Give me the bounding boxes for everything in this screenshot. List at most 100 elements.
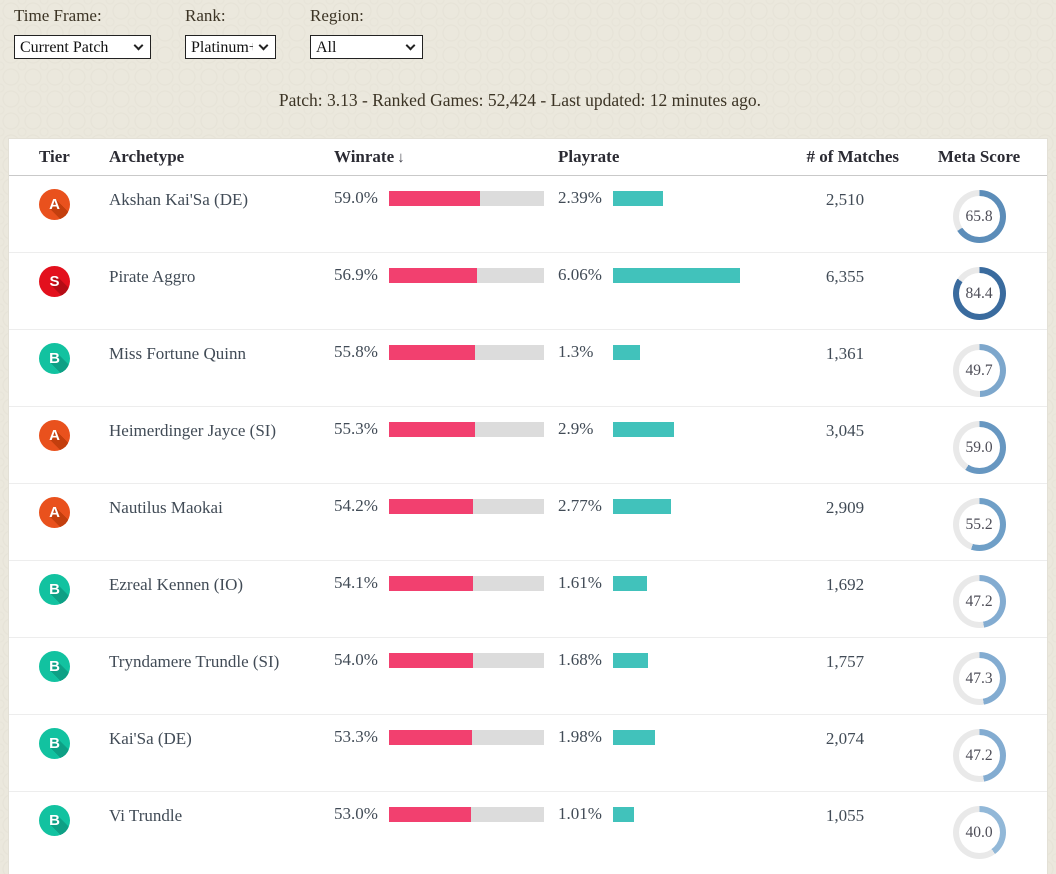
time-frame-select[interactable]: Current Patch [14,35,151,59]
archetype-name[interactable]: Kai'Sa (DE) [109,729,192,748]
matches-value: 2,510 [825,190,865,209]
winrate-bar [389,421,544,437]
tier-badge: B [39,343,70,374]
playrate-value: 1.01% [558,804,602,823]
winrate-value: 53.3% [334,727,378,746]
playrate-cell: 6.06% [558,265,791,285]
tier-badge: S [39,266,70,297]
winrate-cell: 54.2% [334,496,558,516]
tier-badge: B [39,728,70,759]
meta-score-cell: 65.8 [899,188,1025,243]
column-header-matches[interactable]: # of Matches [806,147,899,166]
meta-score-ring: 65.8 [952,190,1006,243]
table-row[interactable]: B Tryndamere Trundle (SI) 54.0% 1.68% 1,… [9,638,1047,715]
matches-value: 1,361 [825,344,865,363]
table-row[interactable]: A Nautilus Maokai 54.2% 2.77% 2,909 55.2 [9,484,1047,561]
tier-badge: B [39,651,70,682]
playrate-cell: 1.3% [558,342,791,362]
meta-score-ring: 47.2 [952,575,1006,628]
winrate-value: 54.0% [334,650,378,669]
meta-tier-table: Tier Archetype Winrate ↓ Playrate # of Ma… [8,138,1048,874]
winrate-bar [389,190,544,206]
playrate-value: 6.06% [558,265,602,284]
table-body: A Akshan Kai'Sa (DE) 59.0% 2.39% 2,510 6… [9,176,1047,869]
archetype-name[interactable]: Miss Fortune Quinn [109,344,246,363]
winrate-bar-fill [389,806,472,822]
archetype-name[interactable]: Pirate Aggro [109,267,196,286]
meta-score-cell: 55.2 [899,496,1025,551]
meta-score-value: 47.3 [958,658,1000,699]
archetype-name[interactable]: Vi Trundle [109,806,183,825]
winrate-value: 54.1% [334,573,378,592]
winrate-value: 55.3% [334,419,378,438]
playrate-bar-fill [613,729,655,745]
archetype-name[interactable]: Heimerdinger Jayce (SI) [109,421,277,440]
winrate-value: 53.0% [334,804,378,823]
playrate-cell: 2.39% [558,188,791,208]
winrate-cell: 53.0% [334,804,558,824]
rank-select[interactable]: Platinum+ [185,35,276,59]
meta-score-value: 55.2 [958,504,1000,545]
meta-score-ring: 84.4 [952,267,1006,320]
patch-status-line: Patch: 3.13 - Ranked Games: 52,424 - Las… [278,90,762,110]
archetype-name[interactable]: Ezreal Kennen (IO) [109,575,244,594]
region-label: Region: [310,6,364,25]
meta-score-value: 47.2 [958,581,1000,622]
tier-badge: B [39,805,70,836]
column-header-archetype[interactable]: Archetype [109,147,185,166]
winrate-value: 56.9% [334,265,378,284]
archetype-name[interactable]: Tryndamere Trundle (SI) [109,652,280,671]
table-row[interactable]: B Miss Fortune Quinn 55.8% 1.3% 1,361 49… [9,330,1047,407]
meta-score-value: 47.2 [958,735,1000,776]
table-row[interactable]: A Akshan Kai'Sa (DE) 59.0% 2.39% 2,510 6… [9,176,1047,253]
table-row[interactable]: B Ezreal Kennen (IO) 54.1% 1.61% 1,692 4… [9,561,1047,638]
winrate-bar-fill [389,729,472,745]
table-row[interactable]: B Vi Trundle 53.0% 1.01% 1,055 40.0 [9,792,1047,869]
playrate-value: 2.9% [558,419,594,438]
playrate-value: 1.68% [558,650,602,669]
winrate-bar [389,498,544,514]
winrate-cell: 53.3% [334,727,558,747]
winrate-value: 55.8% [334,342,378,361]
sort-descending-icon: ↓ [397,150,405,166]
winrate-cell: 56.9% [334,265,558,285]
table-row[interactable]: B Kai'Sa (DE) 53.3% 1.98% 2,074 47.2 [9,715,1047,792]
playrate-value: 1.3% [558,342,594,361]
table-row[interactable]: A Heimerdinger Jayce (SI) 55.3% 2.9% 3,0… [9,407,1047,484]
column-header-tier[interactable]: Tier [39,147,70,166]
matches-value: 2,909 [825,498,865,517]
winrate-bar-fill [389,344,476,360]
playrate-cell: 2.77% [558,496,791,516]
playrate-value: 2.77% [558,496,602,515]
archetype-name[interactable]: Nautilus Maokai [109,498,223,517]
playrate-value: 1.98% [558,727,602,746]
column-header-meta-score[interactable]: Meta Score [937,147,1021,166]
column-header-playrate[interactable]: Playrate [558,147,620,166]
winrate-bar-fill [389,421,475,437]
tier-badge: A [39,420,70,451]
meta-score-ring: 47.3 [952,652,1006,705]
filter-time-frame: Time Frame: Current Patch [14,6,151,59]
winrate-bar [389,267,544,283]
table-row[interactable]: S Pirate Aggro 56.9% 6.06% 6,355 84.4 [9,253,1047,330]
matches-value: 1,757 [825,652,865,671]
meta-score-ring: 49.7 [952,344,1006,397]
winrate-bar-fill [389,190,481,206]
filter-rank: Rank: Platinum+ [185,6,276,59]
region-select[interactable]: All [310,35,423,59]
playrate-value: 1.61% [558,573,602,592]
winrate-cell: 54.0% [334,650,558,670]
column-header-winrate[interactable]: Winrate ↓ [334,147,405,166]
winrate-cell: 59.0% [334,188,558,208]
meta-score-value: 84.4 [958,273,1000,314]
matches-value: 3,045 [825,421,865,440]
playrate-cell: 1.98% [558,727,791,747]
playrate-cell: 1.61% [558,573,791,593]
playrate-cell: 1.68% [558,650,791,670]
archetype-name[interactable]: Akshan Kai'Sa (DE) [109,190,249,209]
matches-value: 1,692 [825,575,865,594]
playrate-bar-fill [613,421,674,437]
time-frame-label: Time Frame: [14,6,102,25]
meta-score-cell: 47.2 [899,573,1025,628]
matches-value: 6,355 [825,267,865,286]
